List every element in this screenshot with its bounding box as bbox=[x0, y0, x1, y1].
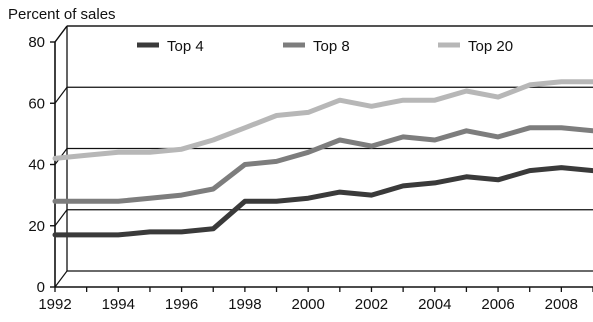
y-tick-label: 20 bbox=[28, 218, 45, 235]
y-tick-label: 80 bbox=[28, 34, 45, 51]
gridline-diagonal bbox=[54, 209, 68, 227]
x-axis-ticks: 1992 1994 1996 1998 2000 2002 2004 2006 2008 bbox=[38, 287, 593, 313]
x-tick-label: 1994 bbox=[102, 296, 135, 313]
gridlines bbox=[54, 25, 593, 288]
chart-frame bbox=[54, 25, 593, 288]
x-tick-label: 2008 bbox=[545, 296, 578, 313]
x-tick-label: 2000 bbox=[291, 296, 324, 313]
y-tick-label: 40 bbox=[28, 157, 45, 174]
x-tick-label: 2002 bbox=[355, 296, 388, 313]
series-line-top-8 bbox=[52, 125, 593, 204]
floor-diagonal bbox=[54, 270, 68, 288]
series-lines bbox=[52, 79, 593, 238]
x-tick-label: 2004 bbox=[418, 296, 451, 313]
series-line-top-4 bbox=[52, 165, 593, 238]
gridline-diagonal bbox=[54, 86, 68, 104]
legend-label: Top 4 bbox=[167, 38, 204, 55]
y-tick-label: 60 bbox=[28, 95, 45, 112]
gridline-diagonal bbox=[54, 25, 68, 43]
x-tick-label: 2006 bbox=[481, 296, 514, 313]
y-axis-label: Percent of sales bbox=[8, 6, 116, 23]
x-tick-label: 1998 bbox=[228, 296, 261, 313]
y-axis-ticks: 0 20 40 60 80 bbox=[28, 34, 55, 296]
y-tick-label: 0 bbox=[37, 279, 45, 296]
series-line-top-20 bbox=[52, 79, 593, 161]
legend-label: Top 8 bbox=[313, 38, 350, 55]
x-tick-label: 1992 bbox=[38, 296, 71, 313]
legend: Top 4 Top 8 Top 20 bbox=[137, 38, 513, 55]
legend-label: Top 20 bbox=[468, 38, 513, 55]
x-tick-label: 1996 bbox=[165, 296, 198, 313]
